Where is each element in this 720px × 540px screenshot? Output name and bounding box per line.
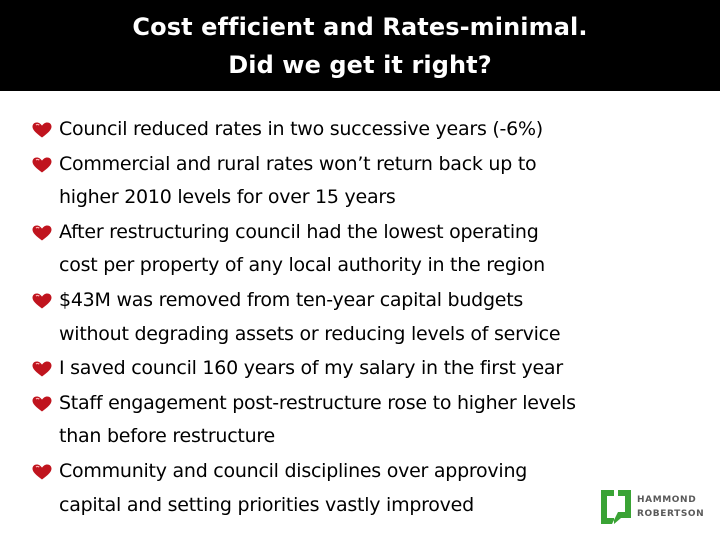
bullet-item: I saved council 160 years of my salary i…: [32, 352, 702, 386]
heart-icon: [32, 225, 52, 241]
bullet-text-line: $43M was removed from ten-year capital b…: [59, 288, 524, 311]
logo-wordmark: HAMMOND ROBERTSON: [637, 493, 704, 521]
heart-icon: [32, 157, 52, 173]
bullet-text-line: higher 2010 levels for over 15 years: [59, 186, 396, 209]
title-bar: Cost efficient and Rates-minimal. Did we…: [0, 0, 720, 91]
bullet-item: Commercial and rural rates won’t return …: [32, 148, 702, 215]
bullet-text-line: Commercial and rural rates won’t return …: [59, 152, 537, 175]
logo-text-line-1: HAMMOND: [637, 495, 697, 505]
bullet-text-line: capital and setting priorities vastly im…: [59, 493, 474, 516]
bullet-item: After restructuring council had the lowe…: [32, 216, 702, 283]
bullet-text-line: I saved council 160 years of my salary i…: [59, 357, 563, 380]
bullet-text-line: than before restructure: [59, 425, 275, 448]
bullet-item: $43M was removed from ten-year capital b…: [32, 284, 702, 351]
heart-icon: [32, 464, 52, 480]
logo-text-line-2: ROBERTSON: [637, 509, 705, 519]
heart-icon: [32, 293, 52, 309]
heart-icon: [32, 361, 52, 377]
bullet-text-line: Staff engagement post-restructure rose t…: [59, 391, 576, 414]
heart-icon: [32, 122, 52, 138]
slide-title-line-1: Cost efficient and Rates-minimal.: [132, 12, 588, 41]
heart-icon: [32, 396, 52, 412]
bullet-text-line: Council reduced rates in two successive …: [59, 118, 543, 140]
bullet-text-line: After restructuring council had the lowe…: [59, 220, 539, 243]
bullet-item: Council reduced rates in two successive …: [32, 113, 702, 147]
bullet-item: Community and council disciplines over a…: [32, 455, 702, 522]
hammond-robertson-logo: HAMMOND ROBERTSON: [597, 486, 713, 530]
bullet-text-line: without degrading assets or reducing lev…: [59, 322, 561, 345]
slide-title-line-2: Did we get it right?: [228, 50, 492, 79]
bullet-list: Council reduced rates in two successive …: [32, 113, 702, 523]
bullet-item: Staff engagement post-restructure rose t…: [32, 387, 702, 454]
bullet-text-line: Community and council disciplines over a…: [59, 459, 528, 482]
bullet-text-line: cost per property of any local authority…: [59, 254, 545, 277]
logo-mark-icon: [601, 490, 631, 524]
